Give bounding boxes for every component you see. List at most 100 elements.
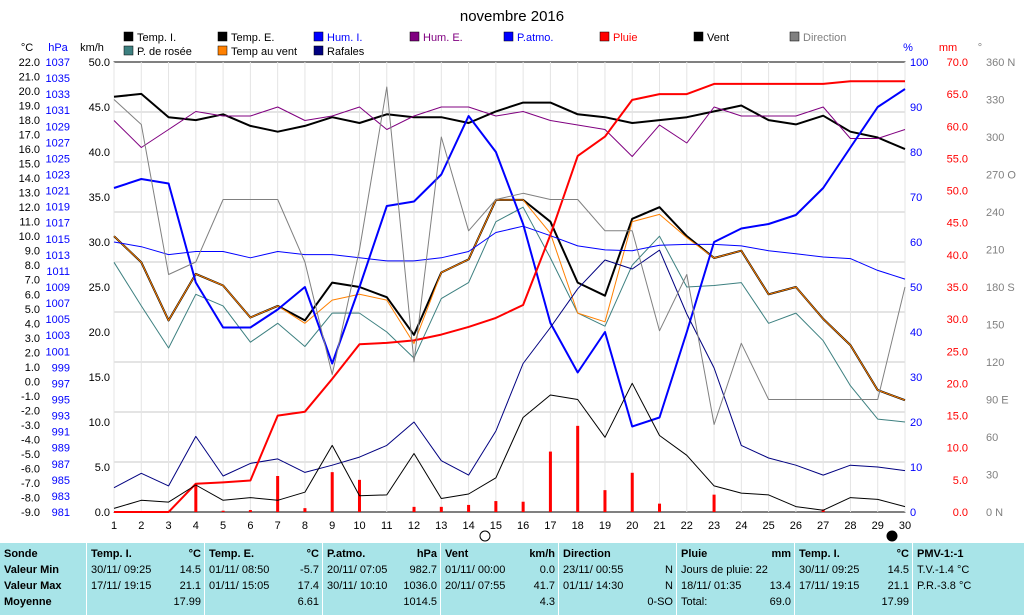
y-tick-label-rain_mm: 15.0 [947, 411, 968, 423]
stats-patmo-avg: 1014.5 [403, 596, 437, 608]
rain-bar [576, 425, 580, 512]
x-tick-label: 14 [462, 520, 474, 532]
y-tick-label-temp_c: 8.0 [25, 260, 40, 272]
y-tick-label-rain_mm: 60.0 [947, 121, 968, 133]
y-tick-label-pressure_hpa: 1033 [46, 89, 70, 101]
x-tick-label: 21 [653, 520, 665, 532]
y-tick-label-temp_c: 2.0 [25, 347, 40, 359]
legend-swatch-temp-au-vent [217, 45, 228, 56]
y-tick-label-humidity_pct: 60 [910, 237, 922, 249]
stats-patmo-min-date: 20/11/ 07:05 [327, 564, 388, 576]
stats-patmo-min: 982.7 [409, 564, 437, 576]
stats-direction-min-date: 23/11/ 00:55 [563, 564, 624, 576]
stats-max-label: Valeur Max [4, 580, 62, 592]
y-tick-label-temp_c: 6.0 [25, 289, 40, 301]
series-line-hum-e [113, 106, 906, 157]
y-tick-label-humidity_pct: 0 [910, 507, 916, 519]
stats-vent-min-date: 01/11/ 00:00 [445, 564, 506, 576]
plot-area [113, 61, 906, 513]
x-tick-label: 13 [435, 520, 447, 532]
y-tick-label-humidity_pct: 80 [910, 147, 922, 159]
stats-sonde-header: Sonde [4, 548, 38, 560]
y-tick-label-pressure_hpa: 999 [52, 362, 70, 374]
legend-swatch-p-de-rosee [123, 45, 134, 56]
y-tick-label-pressure_hpa: 1023 [46, 170, 70, 182]
axis-label-rain: mm [939, 42, 957, 54]
stats-direction-max-date: 01/11/ 14:30 [563, 580, 624, 592]
x-tick-label: 4 [193, 520, 199, 532]
stats-vent-avg: 4.3 [539, 596, 555, 608]
chart-title: novembre 2016 [460, 8, 564, 25]
y-tick-label-temp_c: -3.0 [21, 420, 40, 432]
y-tick-label-pressure_hpa: 1035 [46, 73, 70, 85]
rain-bar [439, 506, 443, 512]
legend-swatch-vent [693, 31, 704, 42]
rain-bar [548, 451, 552, 512]
stats-temp-i-min-date: 30/11/ 09:25 [91, 564, 152, 576]
stats-col-sonde: Sonde Valeur Min Valeur Max Moyenne [0, 543, 86, 615]
rain-bar [467, 504, 471, 512]
y-tick-label-pressure_hpa: 1013 [46, 250, 70, 262]
y-tick-label-direction_deg: 120 [986, 357, 1004, 369]
legend-label-temp-i: Temp. I. [137, 32, 176, 44]
y-tick-label-pressure_hpa: 1003 [46, 330, 70, 342]
y-tick-label-temp_c: 11.0 [19, 217, 40, 229]
stats-direction-min: N [665, 564, 673, 576]
y-tick-label-pressure_hpa: 985 [52, 475, 70, 487]
legend-label-rafales: Rafales [327, 46, 365, 58]
y-tick-label-temp_c: 7.0 [25, 275, 40, 287]
y-tick-label-temp_c: 5.0 [25, 304, 40, 316]
series-line-hum-i [113, 88, 906, 428]
legend-swatch-hum-e [409, 31, 420, 42]
y-tick-label-direction_deg: 30 [986, 470, 998, 482]
stats-temp-i-max-date: 17/11/ 19:15 [91, 580, 152, 592]
stats-patmo-title: P.atmo. [327, 548, 366, 560]
x-tick-label: 1 [111, 520, 117, 532]
legend-label-direction: Direction [803, 32, 846, 44]
y-tick-label-humidity_pct: 10 [910, 462, 922, 474]
stats-avg-label: Moyenne [4, 596, 52, 608]
stats-vent-min: 0.0 [539, 564, 555, 576]
y-tick-label-rain_mm: 70.0 [947, 57, 968, 69]
axis-label-pressure: hPa [48, 42, 68, 54]
y-tick-label-pressure_hpa: 995 [52, 395, 70, 407]
stats-vent-max: 41.7 [533, 580, 555, 592]
axis-label-humidity: % [903, 42, 913, 54]
y-tick-label-pressure_hpa: 1005 [46, 314, 70, 326]
series-line-pluie [114, 80, 905, 513]
stats-col-direction: Direction 23/11/ 00:55 N 01/11/ 14:30 N 0-… [558, 543, 677, 615]
stats-col-temp-i-2: Temp. I. °C 30/11/ 09:25 14.5 17/11/ 19:15… [794, 543, 913, 615]
y-tick-label-pressure_hpa: 1015 [46, 234, 70, 246]
y-tick-label-temp_c: 17.0 [19, 130, 40, 142]
y-tick-label-wind_kmh: 0.0 [95, 507, 110, 519]
y-tick-label-temp_c: -9.0 [21, 507, 40, 519]
axis-unit-labels: °C hPa km/h % mm ° [21, 42, 982, 54]
y-tick-label-direction_deg: 270 O [986, 170, 1016, 182]
y-tick-label-pressure_hpa: 1025 [46, 153, 70, 165]
legend-label-hum-i: Hum. I. [327, 32, 362, 44]
series-line-rafales [113, 249, 906, 489]
legend-label-temp-e: Temp. E. [231, 32, 274, 44]
y-tick-label-pressure_hpa: 997 [52, 378, 70, 390]
y-tick-label-pressure_hpa: 1011 [46, 266, 70, 278]
x-tick-label: 3 [165, 520, 171, 532]
rain-bar [303, 508, 307, 512]
y-tick-label-rain_mm: 50.0 [947, 186, 968, 198]
x-tick-label: 11 [381, 520, 392, 532]
y-tick-label-direction_deg: 240 [986, 207, 1004, 219]
stats-temp-e-min: -5.7 [300, 564, 319, 576]
y-tick-label-rain_mm: 20.0 [947, 378, 968, 390]
rain-bar [330, 472, 334, 512]
stats-pluie-max: 13.4 [769, 580, 791, 592]
y-tick-label-humidity_pct: 30 [910, 372, 922, 384]
stats-col-pmv: PMV-1:-1 T.V.-1.4 °C P.R.-3.8 °C [912, 543, 1024, 615]
y-tick-label-temp_c: -8.0 [21, 492, 40, 504]
y-tick-label-humidity_pct: 20 [910, 417, 922, 429]
legend-swatch-p-atmo [503, 31, 514, 42]
stats-temp-e-unit: °C [306, 548, 319, 560]
y-tick-label-direction_deg: 210 [986, 245, 1004, 257]
y-tick-label-humidity_pct: 40 [910, 327, 922, 339]
series-line-direction [113, 86, 906, 425]
y-tick-label-temp_c: -4.0 [21, 434, 40, 446]
legend-label-temp-au-vent: Temp au vent [231, 46, 297, 58]
